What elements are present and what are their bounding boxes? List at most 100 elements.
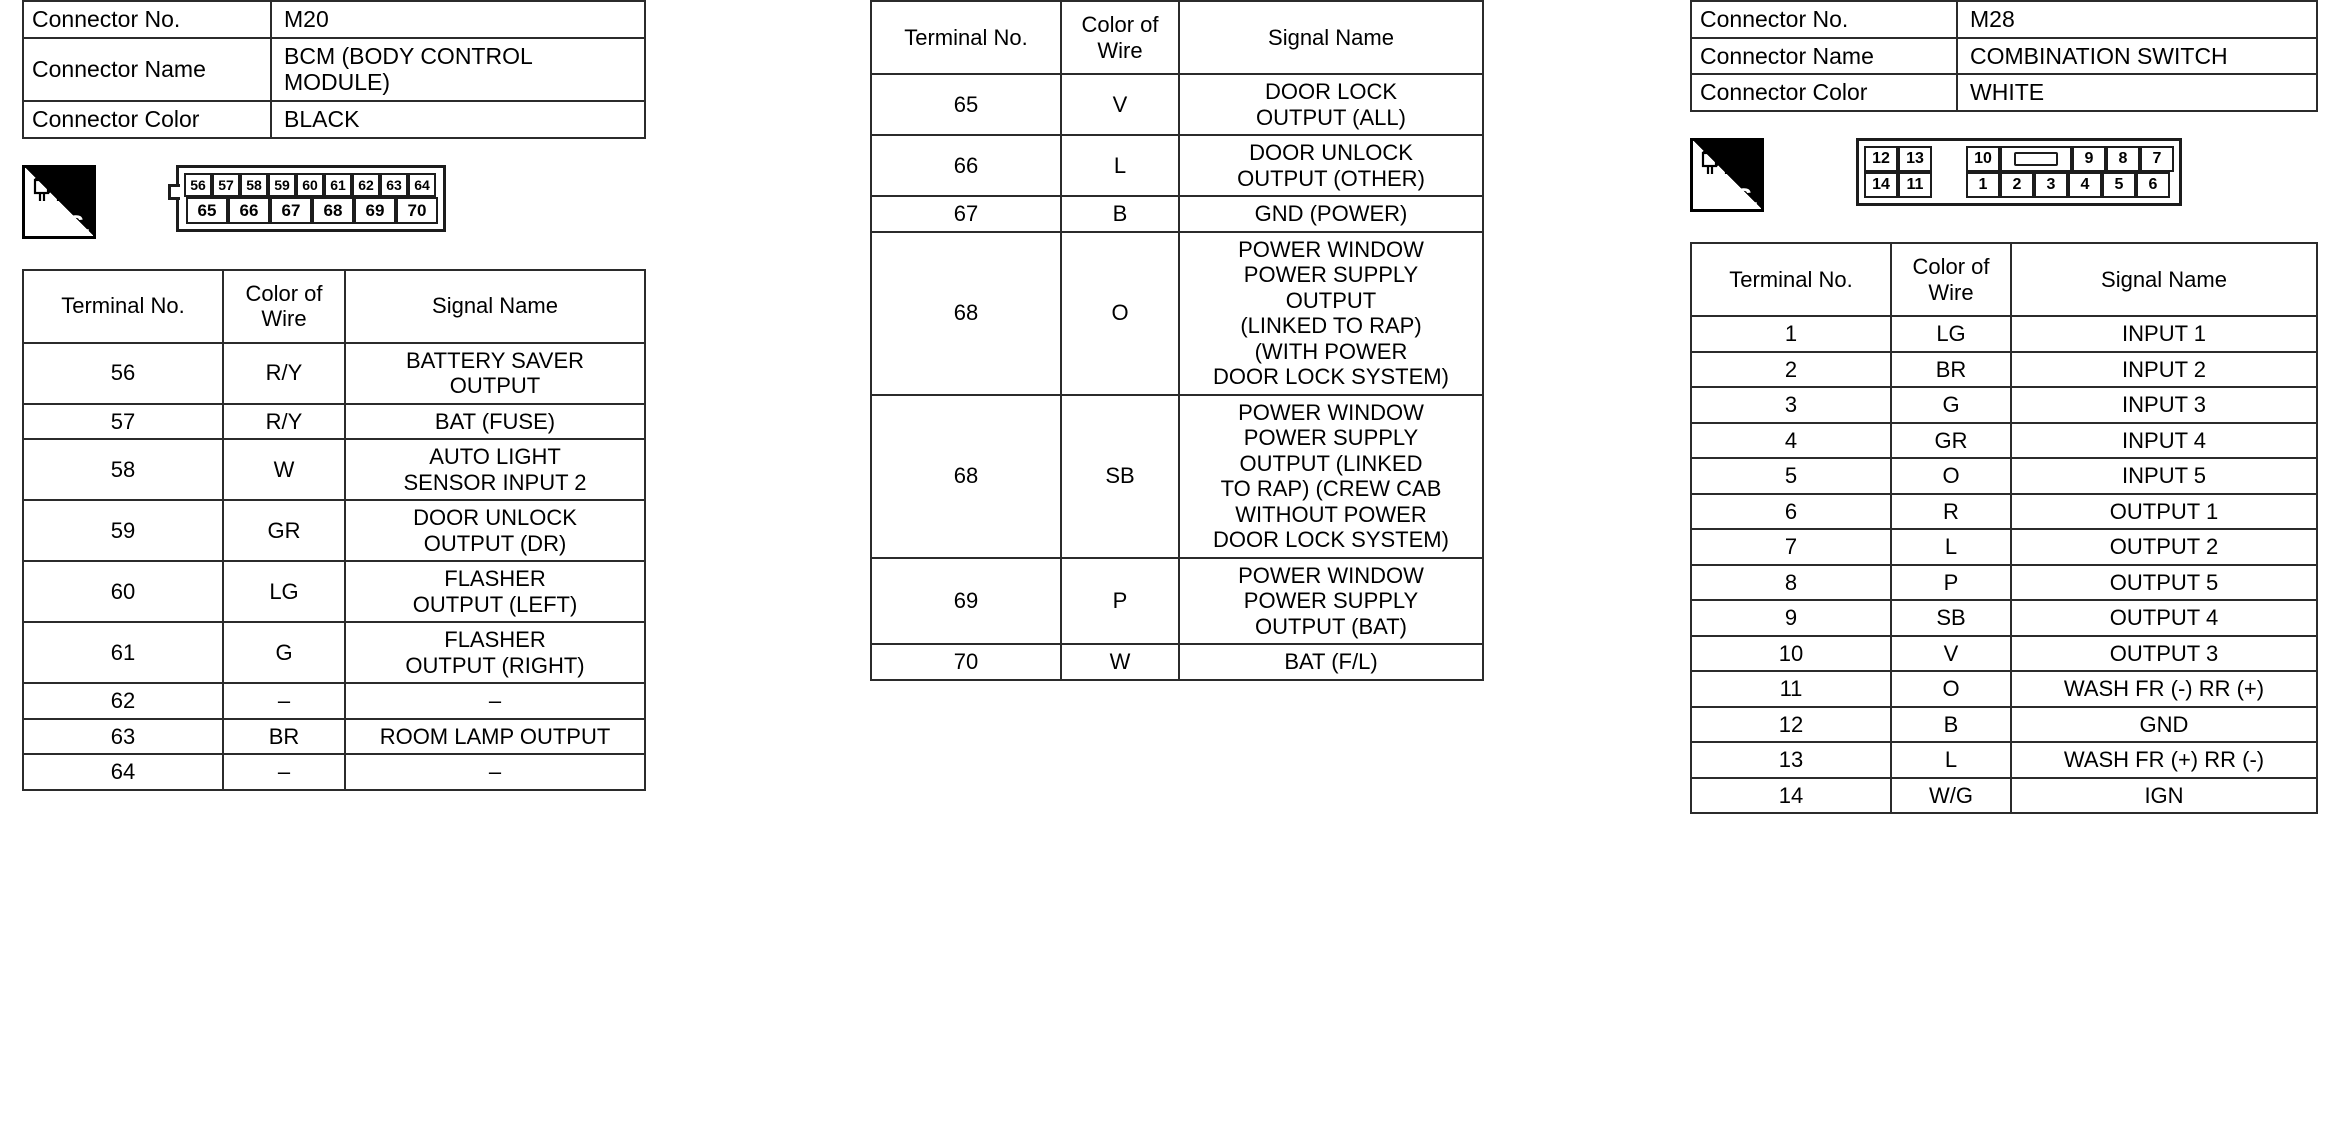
signal-name-cell: – [344,682,646,720]
signal-name-cell: POWER WINDOW POWER SUPPLY OUTPUT (BAT) [1178,556,1484,646]
signal-name-cell: AUTO LIGHT SENSOR INPUT 2 [344,438,646,502]
signal-name-cell: INPUT 4 [2010,421,2318,460]
wire-color-cell: R/Y [222,402,346,441]
terminal-no-cell: 70 [870,643,1062,681]
pin-blank [1932,146,1966,173]
connector-info-value: BLACK [270,100,646,139]
signal-name-cell: GND [2010,705,2318,744]
table-row: 10 V OUTPUT 3 [1690,634,2318,673]
wire-color-cell: V [1890,634,2012,673]
table-row: 64– – [22,753,646,791]
terminal-no-cell: 3 [1690,386,1892,424]
signal-name-cell: INPUT 5 [2010,457,2318,495]
hs-badge-label: H.S. [43,210,90,239]
connector-info-value: M28 [1956,0,2318,39]
connector-info-value: COMBINATION SWITCH [1956,36,2318,76]
signal-name-cell: ROOM LAMP OUTPUT [344,717,646,756]
terminal-no-cell: 57 [22,402,224,441]
connector-icon [33,174,73,201]
pin-cell: 69 [354,196,396,224]
signal-name-cell: POWER WINDOW POWER SUPPLY OUTPUT (LINKED… [1178,230,1484,396]
terminal-no-header: Terminal No. [22,268,224,344]
terminal-no-cell: 67 [870,195,1062,233]
wire-color-cell: W [1060,643,1180,681]
terminal-no-cell: 6 [1690,492,1892,531]
table-row: 11 O WASH FR (-) RR (+) [1690,670,2318,708]
pin-layout-m28: 12 13 10 9 8 7 14 11 1 2 3 4 5 6 [1856,138,2182,207]
signal-name-cell: BAT (F/L) [1178,643,1484,681]
signal-name-header: Signal Name [1178,0,1484,76]
terminal-no-cell: 14 [1690,776,1892,815]
harness-side-badge-m20: H.S. [22,164,96,239]
color-of-wire-header: Color of Wire [1060,0,1180,76]
terminal-no-header: Terminal No. [1690,242,1892,318]
pin-cell: 6 [2136,172,2170,199]
terminal-no-cell: 13 [1690,741,1892,779]
table-row: 13 L WASH FR (+) RR (-) [1690,741,2318,779]
connector-info-body-right: Connector No. M28 Connector Name COMBINATIO… [1690,0,2318,113]
table-row: 12 B GND [1690,705,2318,744]
pin-cell: 62 [352,172,380,197]
connector-block-m20: Connector No. M20 Connector Name BCM (BODY … [22,0,682,791]
wire-color-cell: L [1890,528,2012,566]
signal-name-cell: POWER WINDOW POWER SUPPLY OUTPUT (LINKED… [1178,393,1484,559]
terminal-header-row: Terminal No. Color of Wire Signal Name [1690,242,2318,318]
terminal-body-right: Terminal No. Color of Wire Signal Name 1 LG I… [1690,242,2318,815]
table-row: 58 W AUTO LIGHT SENSOR INPUT 2 [22,438,646,502]
signal-name-cell: WASH FR (+) RR (-) [2010,741,2318,779]
table-row: 68 O POWER WINDOW POWER SUPPLY OUTPUT (LIN… [870,230,1484,396]
connector-block-m20-continued: Terminal No. Color of Wire Signal Name 65 V D… [870,0,1530,681]
table-row: 63 BR ROOM LAMP OUTPUT [22,717,646,756]
terminal-header-row: Terminal No. Color of Wire Signal Name [870,0,1484,76]
connector-info-key: Connector Color [22,100,272,139]
signal-name-cell: – [344,753,646,791]
signal-name-cell: OUTPUT 1 [2010,492,2318,531]
wire-color-cell: L [1060,134,1180,198]
terminal-no-cell: 5 [1690,457,1892,495]
wire-color-cell: BR [1890,350,2012,389]
table-row: 62– – [22,682,646,720]
terminal-body-left: Terminal No. Color of Wire Signal Name 56 R/… [22,268,646,791]
wire-color-cell: GR [222,499,346,563]
connector-notch [2000,146,2072,173]
hs-badge-label: H.S. [1711,184,1758,213]
signal-name-cell: DOOR LOCK OUTPUT (ALL) [1178,73,1484,137]
terminal-table-m28: Terminal No. Color of Wire Signal Name 1 LG I… [1690,242,2318,815]
connector-info-row: Connector Color BLACK [22,100,646,139]
signal-name-cell: BAT (FUSE) [344,402,646,441]
wire-color-cell: V [1060,73,1180,137]
pin-cell: 4 [2068,172,2102,199]
signal-name-cell: DOOR UNLOCK OUTPUT (OTHER) [1178,134,1484,198]
wire-color-cell: LG [222,560,346,624]
signal-name-cell: BATTERY SAVER OUTPUT [344,341,646,405]
hs-and-pinout-row-m28: H.S. 12 13 10 9 8 7 14 11 1 2 3 4 5 6 [1690,138,2330,213]
connector-info-row: Connector No. M28 [1690,0,2318,39]
table-row: 4 GR INPUT 4 [1690,421,2318,460]
terminal-no-cell: 8 [1690,563,1892,602]
pin-cell: 2 [2000,172,2034,199]
terminal-no-cell: 2 [1690,350,1892,389]
pin-cell: 58 [240,172,268,197]
hs-and-pinout-row-m20: H.S. 56 57 58 59 60 61 62 63 64 65 66 67 68 69 70 [22,164,682,239]
wire-color-cell: – [222,753,346,791]
terminal-no-cell: 4 [1690,421,1892,460]
connector-info-row: Connector Name COMBINATION SWITCH [1690,36,2318,76]
table-row: 6 R OUTPUT 1 [1690,492,2318,531]
signal-name-cell: INPUT 2 [2010,350,2318,389]
pin-cell: 66 [228,196,270,224]
pin-cell: 70 [396,196,438,224]
pin-cell: 11 [1898,172,1932,199]
signal-name-cell: DOOR UNLOCK OUTPUT (DR) [344,499,646,563]
table-row: 60 LG FLASHER OUTPUT (LEFT) [22,560,646,624]
wire-color-cell: G [1890,386,2012,424]
pin-blank [1932,172,1966,199]
pin-cell: 3 [2034,172,2068,199]
connector-info-table-m28: Connector No. M28 Connector Name COMBINATIO… [1690,0,2318,113]
wire-color-cell: SB [1890,599,2012,637]
pin-cell: 8 [2106,146,2140,173]
pin-cell: 12 [1864,146,1898,173]
pin-cell: 1 [1966,172,2000,199]
connector-info-row: Connector Color WHITE [1690,73,2318,113]
terminal-no-cell: 58 [22,438,224,502]
